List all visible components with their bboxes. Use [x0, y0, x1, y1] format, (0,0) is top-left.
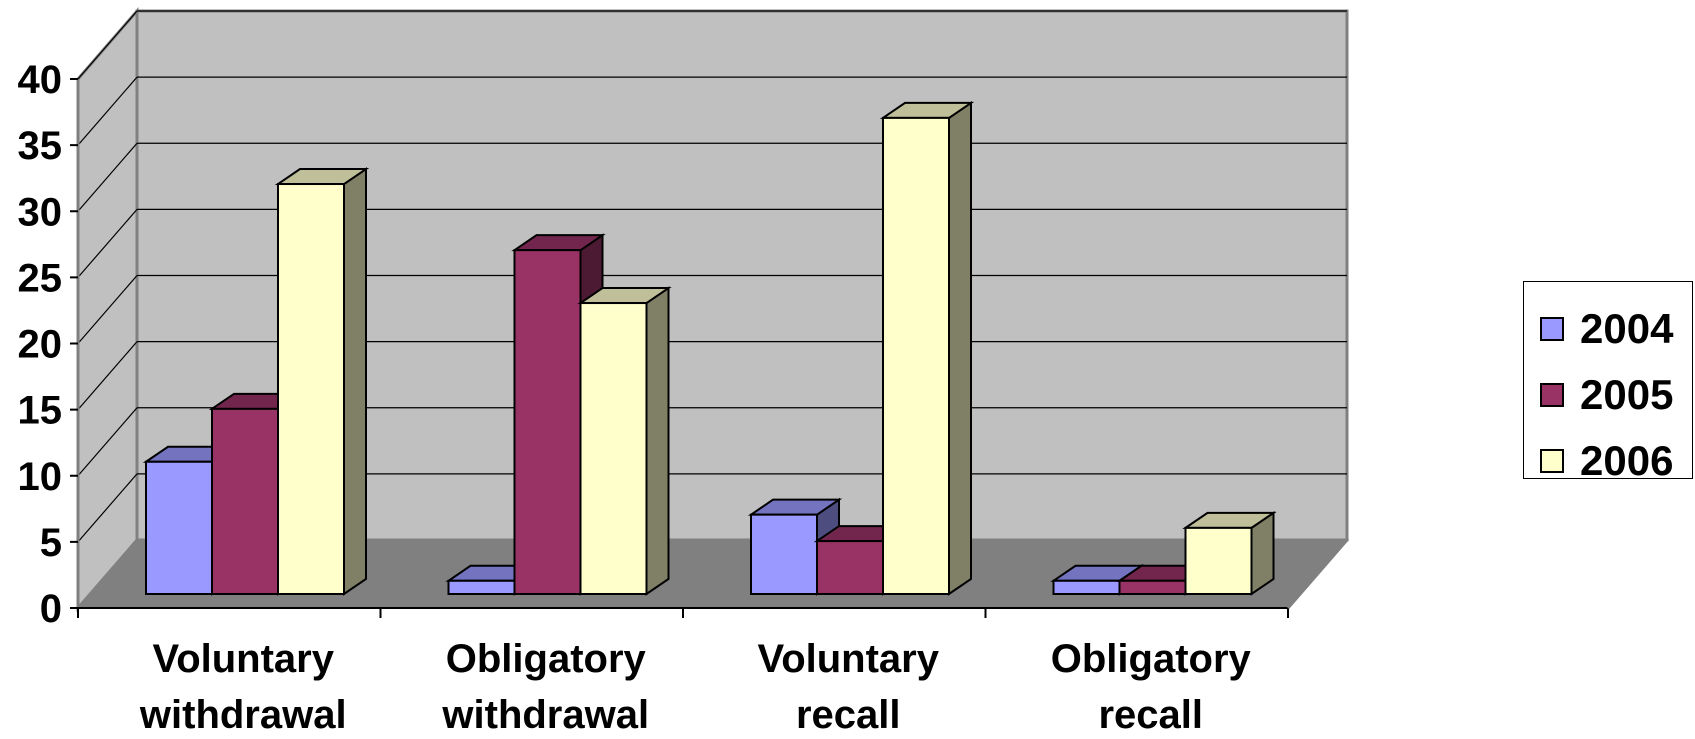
x-tick-label: recall: [1098, 693, 1203, 734]
legend-swatch: [1540, 449, 1564, 473]
y-tick-label: 40: [18, 58, 63, 102]
gridline-side: [77, 407, 138, 477]
gridline-side: [77, 341, 138, 411]
bar: [513, 249, 582, 595]
legend-swatch: [1540, 317, 1564, 341]
x-tick-label: Obligatory: [446, 637, 647, 681]
y-tick-label: 10: [18, 455, 63, 499]
bar: [882, 116, 950, 596]
y-tick-label: 0: [40, 587, 62, 631]
legend: 2004 2005 2006: [1523, 281, 1693, 484]
y-tick-label: 15: [18, 389, 63, 433]
gridline-side: [77, 142, 138, 212]
y-tick-label: 25: [18, 256, 63, 300]
gridline-side: [77, 76, 138, 146]
bar: [1184, 526, 1253, 595]
y-tick-label: 35: [18, 124, 63, 168]
legend-item: 2005: [1524, 362, 1692, 428]
floor-edge: [1286, 539, 1349, 609]
bar: [211, 407, 279, 595]
bar-side: [645, 286, 670, 596]
legend-item: 2006: [1524, 428, 1692, 494]
gridline-side: [77, 208, 138, 278]
bar: [447, 579, 516, 596]
x-tick-label: Voluntary: [152, 637, 334, 681]
x-tick-label: withdrawal: [139, 693, 347, 734]
bar: [816, 540, 884, 595]
y-tick-label: 20: [18, 323, 63, 367]
bar-side: [343, 167, 367, 596]
legend-label: 2005: [1580, 371, 1674, 418]
legend-label: 2004: [1580, 305, 1674, 352]
bar: [145, 460, 213, 595]
bar: [277, 183, 345, 595]
gridline-side: [77, 473, 138, 543]
legend-label: 2006: [1580, 437, 1674, 484]
y-tick-label: 30: [18, 190, 63, 234]
legend-item: 2004: [1524, 296, 1692, 362]
x-tick-label: Voluntary: [757, 637, 939, 681]
bar: [1118, 579, 1187, 596]
x-tick-label: withdrawal: [441, 693, 649, 734]
gridline-side: [77, 10, 138, 80]
bar: [1052, 579, 1121, 596]
y-tick-label: 5: [40, 521, 62, 565]
x-tick-label: recall: [796, 693, 901, 734]
bar: [750, 513, 818, 596]
bar: [579, 302, 648, 595]
legend-swatch: [1540, 383, 1564, 407]
gridline-side: [77, 275, 138, 344]
x-tick-label: Obligatory: [1051, 637, 1252, 681]
bar-side: [948, 101, 972, 596]
